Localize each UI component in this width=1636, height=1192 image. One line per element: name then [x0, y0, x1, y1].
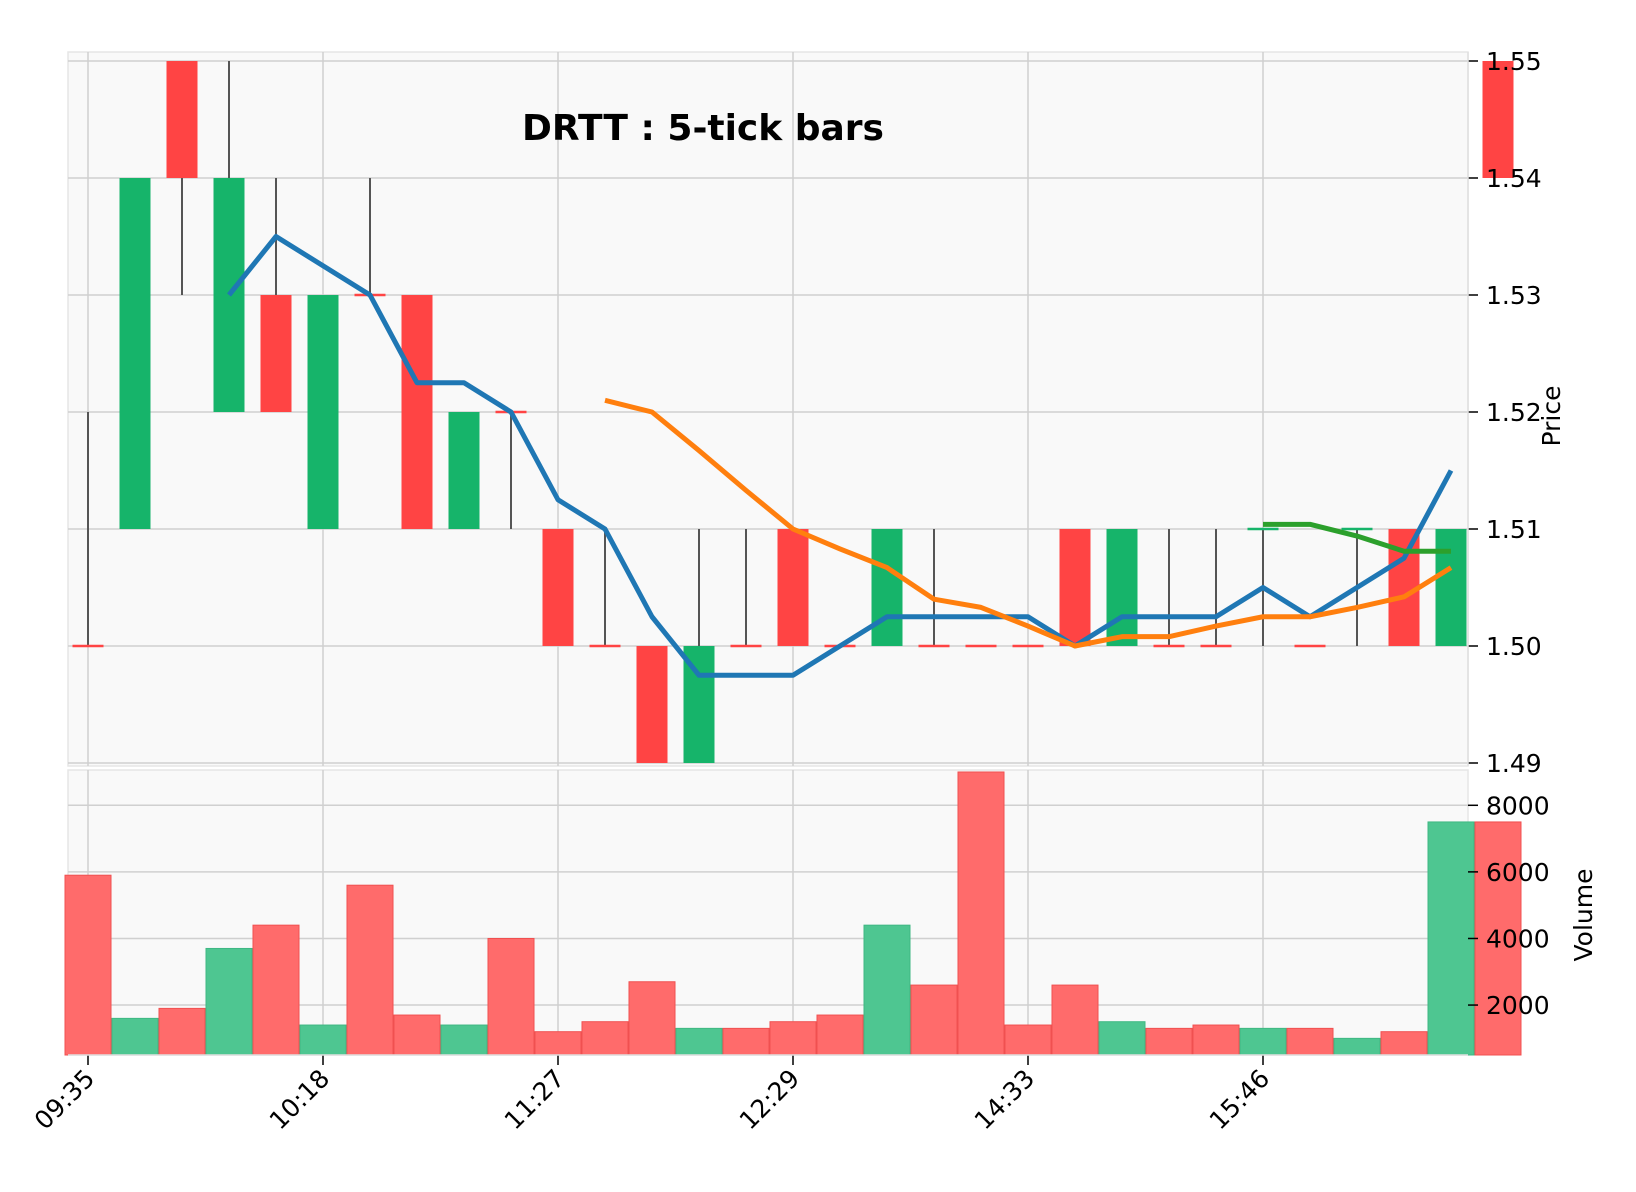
volume-bar: [205, 947, 253, 1056]
candle-body: [636, 646, 668, 763]
chart-title: DRTT : 5-tick bars: [522, 108, 884, 149]
candle-body: [401, 295, 433, 529]
price-tick-label: 1.52: [1486, 398, 1542, 427]
grid: [68, 52, 1468, 1055]
volume-bar: [64, 874, 112, 1056]
volume-bar: [111, 1017, 159, 1056]
moving-averages: [227, 234, 1454, 678]
candle-body: [1482, 61, 1514, 178]
volume-axis-label: Volume: [1569, 869, 1598, 962]
volume-bar: [816, 1014, 864, 1056]
volume-bar: [299, 1024, 347, 1056]
candle-body: [542, 529, 574, 646]
volume-bar: [534, 1031, 582, 1056]
moving-average-line: [227, 234, 1454, 678]
moving-average-line: [604, 397, 1453, 649]
price-axis-label: Price: [1537, 386, 1566, 447]
x-tick-label: 11:27: [499, 1064, 570, 1135]
volume-bar: [1051, 984, 1099, 1056]
volume-bar: [910, 984, 958, 1056]
candle-body: [1059, 529, 1091, 646]
volume-bar: [158, 1007, 206, 1056]
volume-bar: [581, 1021, 629, 1056]
candle-body: [307, 295, 339, 529]
candle-body: [777, 529, 809, 646]
moving-average-line: [1263, 521, 1451, 554]
volume-bar: [1192, 1024, 1240, 1056]
volume-bar: [252, 924, 300, 1056]
x-tick-label: 10:18: [264, 1064, 335, 1135]
volume-bar: [957, 771, 1005, 1056]
price-tick-label: 1.51: [1486, 515, 1542, 544]
x-tick-label: 09:35: [29, 1064, 100, 1135]
x-tick-label: 14:33: [969, 1064, 1040, 1135]
volume-bar: [1427, 821, 1475, 1056]
volume-bar: [1239, 1027, 1287, 1056]
candle-body: [1106, 529, 1138, 646]
volume-bar: [440, 1024, 488, 1056]
price-panel-background: [67, 51, 1469, 767]
volume-tick-label: 6000: [1486, 858, 1550, 887]
volume-bar: [1286, 1027, 1334, 1056]
volume-bar: [346, 884, 394, 1056]
price-tick-label: 1.50: [1486, 632, 1542, 661]
volume-bar: [675, 1027, 723, 1056]
candle-body: [166, 61, 198, 178]
price-tick-label: 1.53: [1486, 281, 1542, 310]
volume-bar: [722, 1027, 770, 1056]
price-tick-label: 1.49: [1486, 749, 1542, 778]
volume-bar: [1145, 1027, 1193, 1056]
volume-bars: [64, 771, 1522, 1056]
x-tick-label: 12:29: [734, 1064, 805, 1135]
volume-tick-label: 8000: [1486, 791, 1550, 820]
volume-bar: [1098, 1021, 1146, 1056]
candle-body: [871, 529, 903, 646]
price-tick-label: 1.55: [1486, 47, 1542, 76]
volume-bar: [1333, 1037, 1381, 1056]
candle-body: [260, 295, 292, 412]
candle-body: [1435, 529, 1467, 646]
volume-bar: [1380, 1031, 1428, 1056]
volume-panel-background: [67, 769, 1469, 1056]
x-tick-label: 15:46: [1204, 1064, 1275, 1135]
candle-body: [119, 178, 151, 529]
volume-bar: [1474, 821, 1522, 1056]
candles: [72, 61, 1514, 763]
volume-tick-label: 4000: [1486, 924, 1550, 953]
volume-bar: [863, 924, 911, 1056]
price-tick-label: 1.54: [1486, 164, 1542, 193]
volume-tick-label: 2000: [1486, 991, 1550, 1020]
volume-bar: [487, 937, 535, 1056]
volume-bar: [393, 1014, 441, 1056]
volume-bar: [628, 981, 676, 1056]
volume-bar: [1004, 1024, 1052, 1056]
volume-bar: [769, 1021, 817, 1056]
candle-body: [448, 412, 480, 529]
